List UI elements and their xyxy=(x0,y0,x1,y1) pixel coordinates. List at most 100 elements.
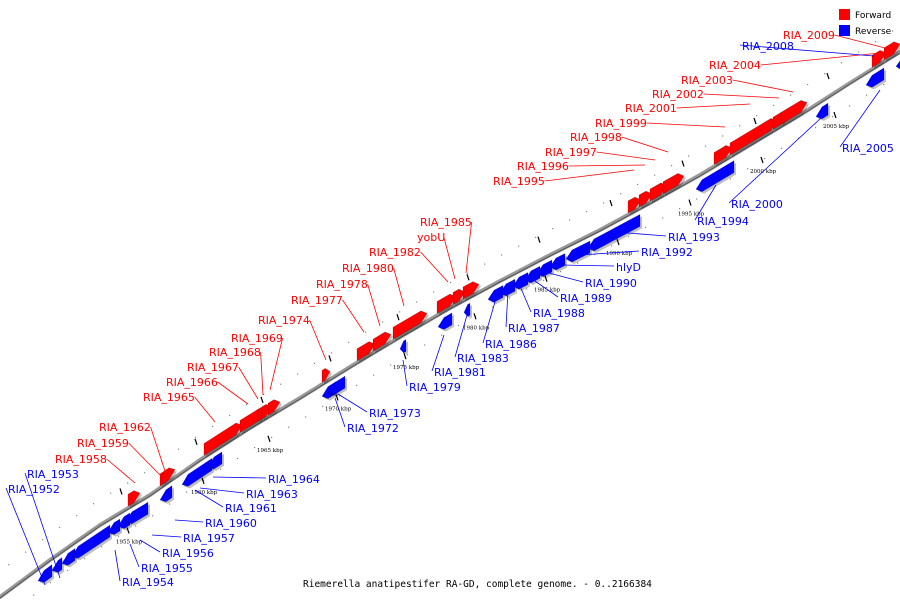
label-ria-1996[interactable]: RIA_1996 xyxy=(517,160,569,173)
tick-dot xyxy=(611,245,613,247)
label-ria-1990[interactable]: RIA_1990 xyxy=(585,277,637,290)
kbp-tick-mark-bottom xyxy=(616,238,620,246)
label-ria-1987[interactable]: RIA_1987 xyxy=(508,322,560,335)
label-ria-1992[interactable]: RIA_1992 xyxy=(641,246,693,259)
tick-dot xyxy=(773,104,775,106)
gene-ria-1965[interactable] xyxy=(203,422,243,456)
label-ria-1969[interactable]: RIA_1969 xyxy=(231,332,283,345)
label-ria-2008[interactable]: RIA_2008 xyxy=(742,40,794,53)
gene-ria-1995[interactable] xyxy=(627,196,642,214)
label-ria-1993[interactable]: RIA_1993 xyxy=(668,231,720,244)
gene-ria-2008[interactable] xyxy=(895,58,900,70)
label-ria-1958[interactable]: RIA_1958 xyxy=(55,453,107,466)
label-ria-2001[interactable]: RIA_2001 xyxy=(625,102,677,115)
label-ria-2003[interactable]: RIA_2003 xyxy=(681,74,733,87)
label-ria-1964[interactable]: RIA_1964 xyxy=(268,473,320,486)
gene-ria-1969[interactable] xyxy=(267,399,281,416)
gene-ria-1993[interactable] xyxy=(587,213,641,252)
label-ria-1955[interactable]: RIA_1955 xyxy=(141,562,193,575)
gene-hlyd[interactable] xyxy=(549,253,566,271)
gene-ria-1973[interactable] xyxy=(327,375,346,396)
gene-ria-1999[interactable] xyxy=(713,145,733,166)
gene-yobu[interactable] xyxy=(452,288,466,305)
label-ria-1977[interactable]: RIA_1977 xyxy=(291,294,343,307)
gene-ria-2000[interactable] xyxy=(815,102,829,120)
gene-ria-2005[interactable] xyxy=(865,67,885,88)
label-ria-1965[interactable]: RIA_1965 xyxy=(143,391,195,404)
label-ria-1985[interactable]: RIA_1985 xyxy=(420,216,472,229)
gene-ria-2001[interactable] xyxy=(729,118,778,156)
label-ria-1995[interactable]: RIA_1995 xyxy=(493,175,545,188)
label-ria-1966[interactable]: RIA_1966 xyxy=(166,376,218,389)
gene-ria-1978[interactable] xyxy=(372,331,392,352)
label-ria-2000[interactable]: RIA_2000 xyxy=(731,198,783,211)
label-ria-1983[interactable]: RIA_1983 xyxy=(457,352,509,365)
label-ria-1963[interactable]: RIA_1963 xyxy=(246,488,298,501)
gene-ria-1994[interactable] xyxy=(695,160,735,193)
label-ria-1979[interactable]: RIA_1979 xyxy=(409,381,461,394)
label-ria-2004[interactable]: RIA_2004 xyxy=(709,59,761,72)
label-ria-1997[interactable]: RIA_1997 xyxy=(545,146,597,159)
label-ria-1972[interactable]: RIA_1972 xyxy=(347,422,399,435)
gene-ria-2004[interactable] xyxy=(871,50,887,68)
leader-ria-1969 xyxy=(269,337,283,391)
label-ria-1961[interactable]: RIA_1961 xyxy=(225,502,277,515)
tick-dot xyxy=(288,426,290,428)
label-ria-1952[interactable]: RIA_1952 xyxy=(8,483,60,496)
gene-ria-1958[interactable] xyxy=(127,490,141,507)
label-yobu[interactable]: yobU xyxy=(417,231,445,244)
gene-ria-1977[interactable] xyxy=(356,341,376,362)
tick-dot xyxy=(331,352,333,354)
gene-ria-1979[interactable] xyxy=(399,339,407,354)
label-ria-1967[interactable]: RIA_1967 xyxy=(187,361,239,374)
label-ria-1953[interactable]: RIA_1953 xyxy=(27,468,79,481)
leader-ria-1996 xyxy=(568,164,646,167)
gene-ria-1964[interactable] xyxy=(207,451,223,470)
label-hlyd[interactable]: hlyD xyxy=(616,261,641,274)
label-ria-1986[interactable]: RIA_1986 xyxy=(485,338,537,351)
leader-ria-1956 xyxy=(139,539,161,553)
label-ria-1994[interactable]: RIA_1994 xyxy=(697,215,749,228)
label-ria-2005[interactable]: RIA_2005 xyxy=(842,142,894,155)
gene-ria-1980[interactable] xyxy=(392,310,428,340)
label-ria-1956[interactable]: RIA_1956 xyxy=(162,547,214,560)
label-ria-1999[interactable]: RIA_1999 xyxy=(595,117,647,130)
kbp-tick-mark-bottom xyxy=(267,435,271,442)
label-ria-1989[interactable]: RIA_1989 xyxy=(560,292,612,305)
label-ria-1988[interactable]: RIA_1988 xyxy=(533,307,585,320)
label-ria-1982[interactable]: RIA_1982 xyxy=(369,246,421,259)
tick-dot xyxy=(135,525,137,527)
gene-ria-1983[interactable] xyxy=(463,302,471,317)
gene-ria-1985[interactable] xyxy=(462,281,480,300)
label-ria-1957[interactable]: RIA_1957 xyxy=(183,532,235,545)
label-ria-1978[interactable]: RIA_1978 xyxy=(316,278,368,291)
label-ria-1960[interactable]: RIA_1960 xyxy=(205,517,257,530)
gene-ria-1998[interactable] xyxy=(662,173,685,195)
label-ria-1954[interactable]: RIA_1954 xyxy=(122,576,174,589)
gene-ria-1981[interactable] xyxy=(437,312,453,330)
label-ria-2002[interactable]: RIA_2002 xyxy=(652,88,704,101)
gene-ria-1962[interactable] xyxy=(162,467,176,485)
label-ria-1998[interactable]: RIA_1998 xyxy=(570,131,622,144)
leader-ria-1995 xyxy=(544,169,635,182)
label-ria-1962[interactable]: RIA_1962 xyxy=(99,421,151,434)
gene-ria-2009[interactable] xyxy=(883,41,900,61)
label-ria-1973[interactable]: RIA_1973 xyxy=(369,407,421,420)
label-ria-1980[interactable]: RIA_1980 xyxy=(342,262,394,275)
gene-ria-1974[interactable] xyxy=(321,368,331,383)
label-ria-1974[interactable]: RIA_1974 xyxy=(258,314,310,327)
leader-ria-1954 xyxy=(114,549,121,582)
leader-ria-1953 xyxy=(24,472,61,579)
label-ria-1981[interactable]: RIA_1981 xyxy=(434,366,486,379)
tick-dot xyxy=(246,404,248,406)
gene-ria-2003[interactable] xyxy=(780,100,808,125)
gene-ria-1960[interactable] xyxy=(125,501,149,525)
label-ria-2009[interactable]: RIA_2009 xyxy=(783,29,835,42)
gene-ria-1961[interactable] xyxy=(159,485,173,503)
gene-ria-1996[interactable] xyxy=(638,190,653,208)
label-ria-1968[interactable]: RIA_1968 xyxy=(209,346,261,359)
leader-yobu xyxy=(443,236,456,280)
tick-dot xyxy=(25,551,27,553)
label-ria-1959[interactable]: RIA_1959 xyxy=(77,437,129,450)
tick-dot xyxy=(186,491,188,493)
